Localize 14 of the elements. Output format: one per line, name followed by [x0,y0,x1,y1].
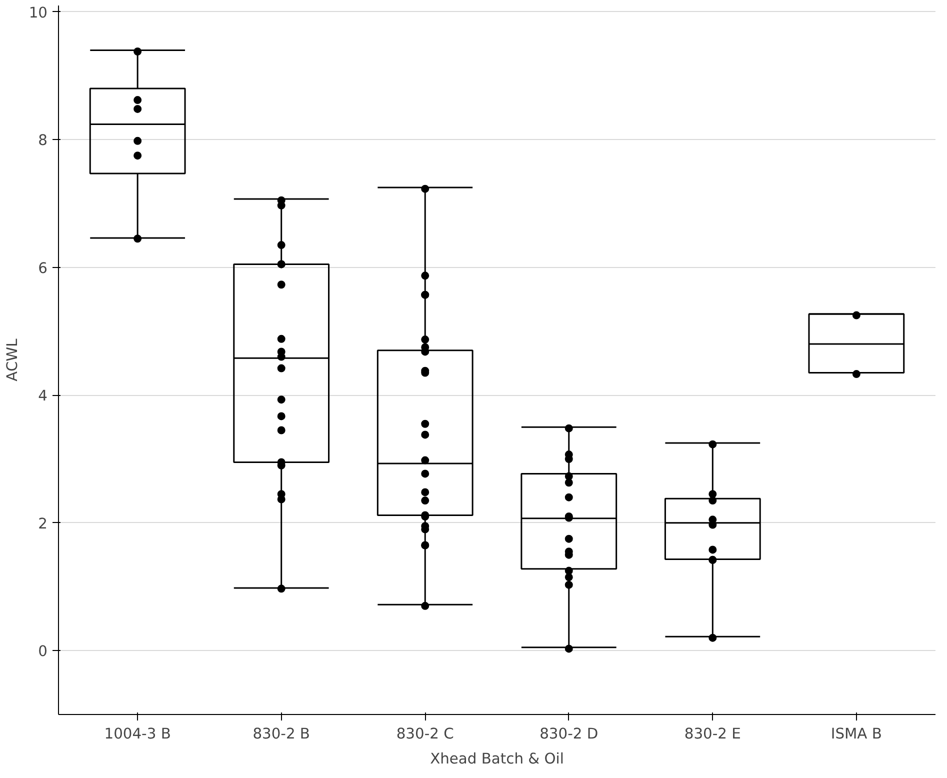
y-axis-title: ACWL [4,338,21,382]
x-axis-title: Xhead Batch & Oil [430,750,564,768]
y-tick-label: 6 [38,260,48,277]
x-tick-label: 830-2 D [540,726,598,742]
y-tick-label: 2 [38,515,48,532]
y-tick-label: 8 [38,132,48,150]
x-tick-label: 830-2 C [396,726,454,742]
x-tick-label: 830-2 E [684,726,741,742]
y-tick-label: 0 [38,643,48,660]
y-tick-label: 4 [38,388,48,405]
x-tick-label: ISMA B [830,726,882,742]
x-tick-label: 830-2 B [252,726,310,742]
y-tick-label: 10 [28,4,48,22]
x-tick-label: 1004-3 B [104,726,171,742]
